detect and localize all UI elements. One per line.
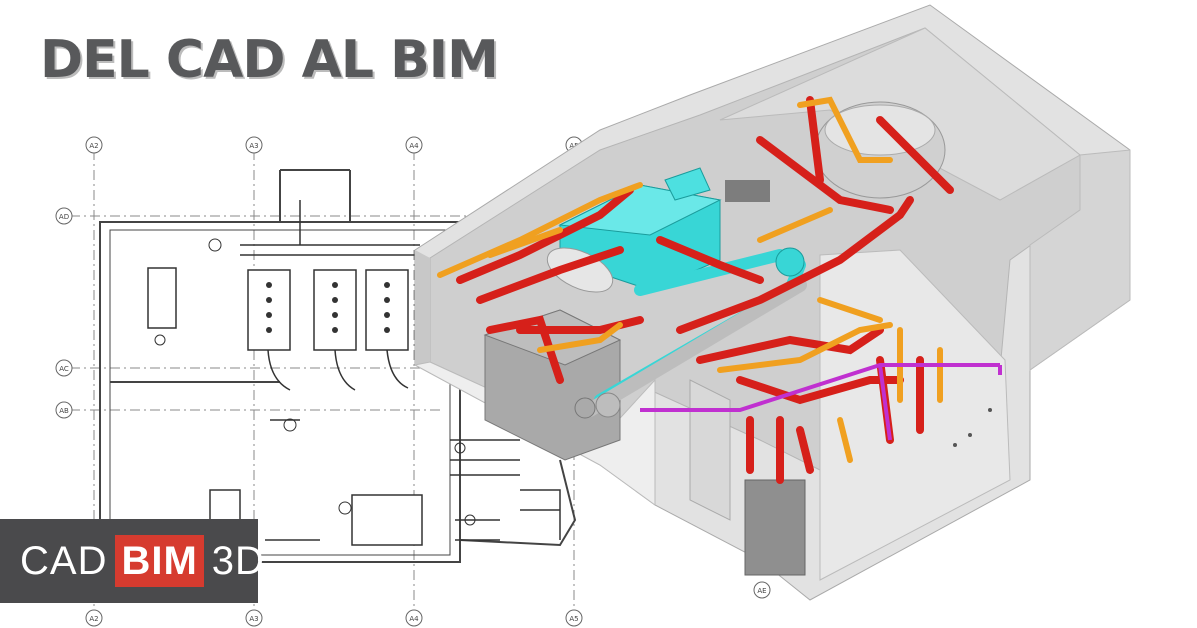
grid-label-bottom-a5: A5 (569, 615, 578, 623)
grid-label-ad: AD (59, 213, 69, 221)
grid-label-bottom-a3: A3 (249, 615, 258, 623)
cadbim3d-logo: CAD BIM 3D (0, 519, 264, 603)
grid-label-ac: AC (59, 365, 69, 373)
grid-label-ae: AE (757, 587, 766, 595)
logo-3d: 3D (211, 538, 265, 583)
headline: DEL CAD AL BIM (40, 30, 499, 90)
logo-bim: BIM (115, 535, 204, 587)
logo-cad: CAD (20, 538, 108, 583)
grid-label-bottom-a4: A4 (409, 615, 419, 623)
grid-label-top-a4: A4 (409, 142, 419, 150)
grid-label-top-a2: A2 (89, 142, 98, 150)
grid-label-bottom-a2: A2 (89, 615, 98, 623)
grid-label-ab: AB (59, 407, 69, 415)
grid-label-top-a3: A3 (249, 142, 258, 150)
grid-label-top-a5: A5 (569, 142, 578, 150)
